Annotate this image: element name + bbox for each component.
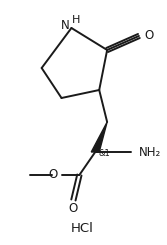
Text: O: O <box>69 201 78 215</box>
Text: H: H <box>72 15 80 25</box>
Text: O: O <box>145 29 154 42</box>
Text: &1: &1 <box>98 149 110 159</box>
Polygon shape <box>91 122 107 152</box>
Text: NH₂: NH₂ <box>139 146 161 159</box>
Text: O: O <box>48 169 58 182</box>
Text: N: N <box>61 20 69 33</box>
Text: HCl: HCl <box>71 221 94 234</box>
